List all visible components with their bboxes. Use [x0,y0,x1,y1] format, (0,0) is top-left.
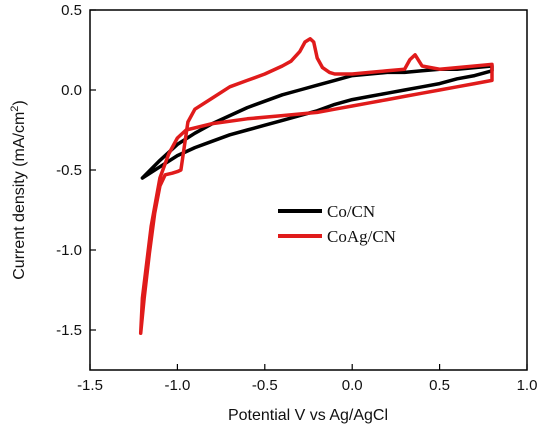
x-tick-label: -1.5 [77,377,103,394]
x-tick-label: 1.0 [517,377,538,394]
y-axis-ticks: -1.5 -1.0 -0.5 0.0 0.5 [56,2,96,339]
y-axis-title-sup: 2 [9,106,21,112]
y-tick-label: -0.5 [56,162,82,179]
x-tick-label: 0.0 [342,377,363,394]
y-tick-label: -1.0 [56,242,82,259]
legend-label-co-cn: Co/CN [327,202,375,221]
series-line-coag-cn [138,37,494,335]
y-axis-title-tail: ) [11,100,28,105]
plot-frame [89,9,528,371]
x-tick-label: -1.0 [164,377,190,394]
x-tick-label: 0.5 [429,377,450,394]
legend: Co/CN CoAg/CN [278,202,396,246]
y-tick-label: -1.5 [56,322,82,339]
y-tick-label: 0.5 [61,2,82,19]
series-layer [138,37,494,335]
x-axis-ticks: -1.5 -1.0 -0.5 0.0 0.5 1.0 [77,364,537,394]
y-axis-title-main: Current density (mA/cm [11,112,28,280]
x-tick-label: -0.5 [252,377,278,394]
legend-label-coag-cn: CoAg/CN [327,227,396,246]
x-axis-title: Potential V vs Ag/AgCl [228,407,388,424]
y-axis-title: Current density (mA/cm2) [9,100,28,280]
series-line-co-cn [140,64,494,180]
y-tick-label: 0.0 [61,82,82,99]
